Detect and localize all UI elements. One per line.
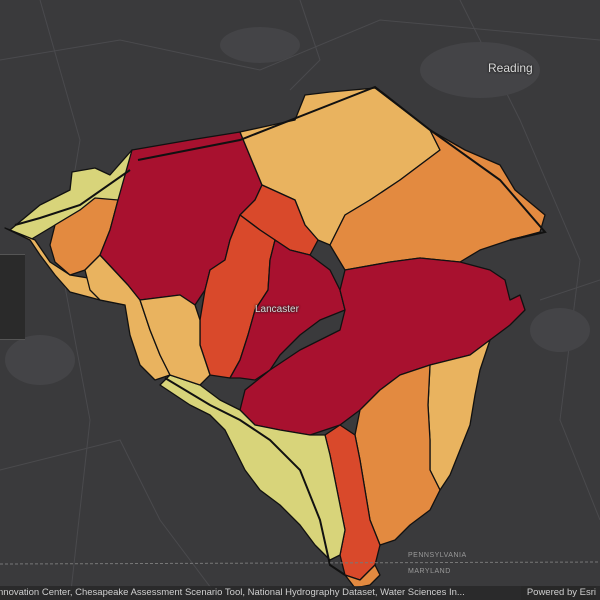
- state-boundary-line: [0, 561, 600, 565]
- city-label-reading: Reading: [488, 61, 533, 75]
- watershed-southwest-tan[interactable]: [139, 294, 211, 386]
- city-label-lancaster: Lancaster: [255, 304, 299, 315]
- powered-by-esri[interactable]: Powered by Esri: [520, 586, 596, 600]
- attribution-text[interactable]: nnovation Center, Chesapeake Assessment …: [0, 587, 465, 598]
- county-boundary: [14, 85, 547, 576]
- state-label-maryland: MARYLAND: [408, 568, 451, 575]
- side-panel[interactable]: [0, 254, 25, 340]
- watershed-south-yellow[interactable]: [159, 374, 346, 561]
- watershed-layer[interactable]: [4, 87, 546, 589]
- state-label-pennsylvania: PENNSYLVANIA: [408, 552, 467, 559]
- basemap-urban-areas: [5, 27, 590, 385]
- attribution-bar: nnovation Center, Chesapeake Assessment …: [0, 586, 600, 600]
